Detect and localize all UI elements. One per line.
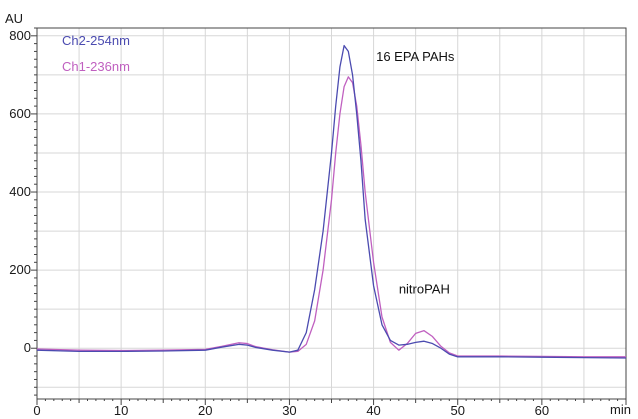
- series-lines: [36, 44, 627, 359]
- y-tick-label: 800: [9, 28, 31, 43]
- x-tick-label: 10: [114, 403, 128, 418]
- series-line-ch1-236nm: [36, 76, 626, 358]
- x-tick-label: 50: [450, 403, 464, 418]
- y-tick-label: 600: [9, 106, 31, 121]
- grid: [37, 28, 626, 399]
- annotation-label: nitroPAH: [399, 282, 450, 297]
- legend: Ch2-254nm Ch1-236nm: [62, 33, 130, 74]
- x-unit-label: min: [610, 402, 631, 417]
- annotations: 16 EPA PAHs nitroPAH: [376, 49, 455, 296]
- y-tick-label: 0: [24, 340, 31, 355]
- x-tick-label: 30: [282, 403, 296, 418]
- legend-label-ch1: Ch1-236nm: [62, 59, 130, 74]
- x-tick-label: 60: [535, 403, 549, 418]
- x-tick-label: 20: [198, 403, 212, 418]
- y-unit-label: AU: [5, 11, 23, 26]
- x-tick-label: 0: [33, 403, 40, 418]
- x-tick-label: 40: [366, 403, 380, 418]
- legend-label-ch2: Ch2-254nm: [62, 33, 130, 48]
- y-tick-label: 200: [9, 262, 31, 277]
- y-tick-label: 400: [9, 184, 31, 199]
- annotation-label: 16 EPA PAHs: [376, 49, 455, 64]
- series-line-ch2-254nm: [36, 44, 627, 359]
